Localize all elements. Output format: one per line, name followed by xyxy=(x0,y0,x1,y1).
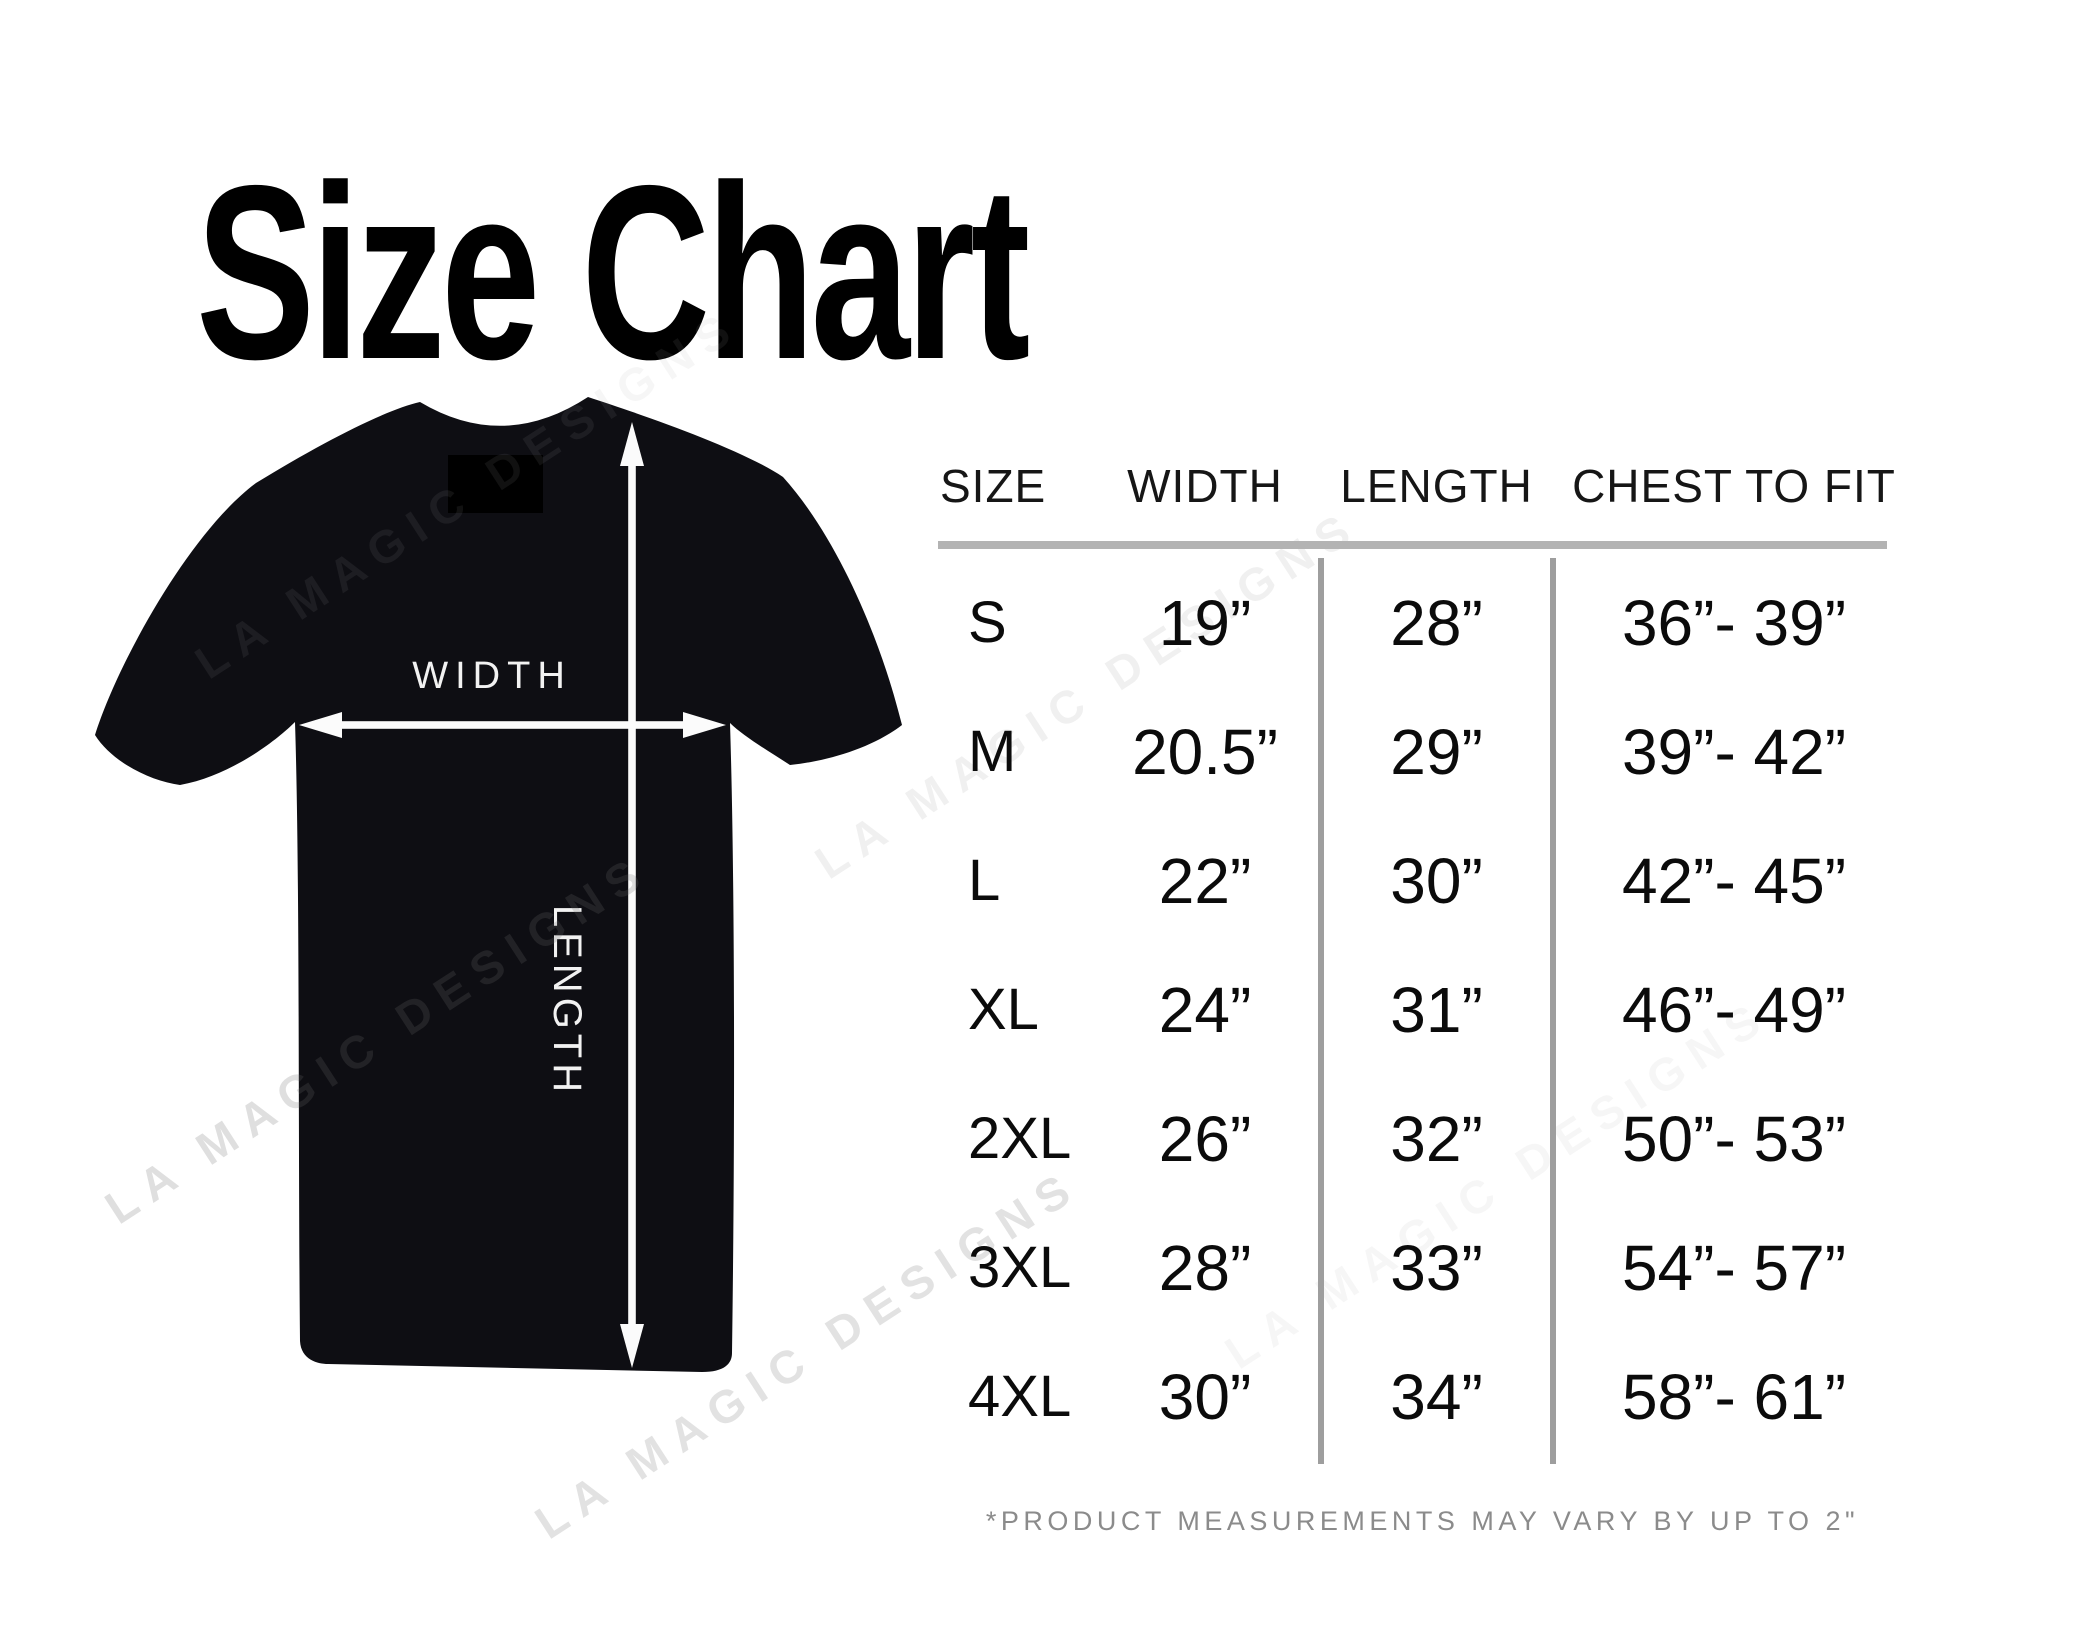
cell-size: L xyxy=(968,848,1001,913)
cell-length: 33” xyxy=(1390,1231,1483,1304)
header-chest: CHEST TO FIT xyxy=(1572,460,1896,512)
measurement-disclaimer: *PRODUCT MEASUREMENTS MAY VARY BY UP TO … xyxy=(985,1506,1860,1536)
cell-length: 28” xyxy=(1390,586,1483,659)
length-label: LENGTH xyxy=(545,905,589,1097)
cell-size: S xyxy=(968,590,1007,655)
table-row: 3XL 28” 33” 54”- 57” xyxy=(930,1203,1915,1332)
cell-width: 22” xyxy=(1158,844,1252,917)
cell-width: 19” xyxy=(1158,586,1252,659)
cell-width: 30” xyxy=(1158,1360,1252,1433)
cell-chest: 50”- 53” xyxy=(1621,1102,1847,1175)
table-row: L 22” 30” 42”- 45” xyxy=(930,816,1915,945)
header-width: WIDTH xyxy=(1127,460,1283,512)
tshirt-silhouette xyxy=(95,397,902,1372)
cell-width: 26” xyxy=(1158,1102,1252,1175)
width-arrow xyxy=(299,712,726,738)
cell-length: 29” xyxy=(1390,715,1483,788)
table-row: M 20.5” 29” 39”- 42” xyxy=(930,687,1915,816)
table-body: S 19” 28” 36”- 39” M 20.5” 29” 39”- 42” … xyxy=(930,558,1915,1461)
cell-size: XL xyxy=(968,977,1039,1042)
cell-size: 4XL xyxy=(968,1364,1072,1429)
cell-width: 24” xyxy=(1158,973,1252,1046)
cell-chest: 39”- 42” xyxy=(1621,715,1847,788)
cell-width: 20.5” xyxy=(1132,715,1278,788)
cell-size: 3XL xyxy=(968,1235,1072,1300)
cell-size: M xyxy=(968,719,1017,784)
page-title: Size Chart xyxy=(196,133,1030,411)
cell-chest: 42”- 45” xyxy=(1621,844,1847,917)
cell-width: 28” xyxy=(1158,1231,1252,1304)
cell-size: 2XL xyxy=(968,1106,1072,1171)
column-divider xyxy=(1550,558,1556,1464)
table-row: 4XL 30” 34” 58”- 61” xyxy=(930,1332,1915,1461)
cell-length: 32” xyxy=(1390,1102,1483,1175)
table-row: XL 24” 31” 46”- 49” xyxy=(930,945,1915,1074)
header-rule xyxy=(938,541,1887,549)
cell-chest: 54”- 57” xyxy=(1621,1231,1847,1304)
table-row: S 19” 28” 36”- 39” xyxy=(930,558,1915,687)
header-length: LENGTH xyxy=(1340,460,1533,512)
cell-length: 31” xyxy=(1390,973,1483,1046)
column-divider xyxy=(1318,558,1324,1464)
width-label: WIDTH xyxy=(412,655,572,697)
size-table: SIZE WIDTH LENGTH CHEST TO FIT S 19” 28”… xyxy=(930,430,1915,1470)
cell-length: 30” xyxy=(1390,844,1483,917)
chest-size-label xyxy=(448,455,543,513)
header-size: SIZE xyxy=(940,460,1047,512)
cell-chest: 36”- 39” xyxy=(1621,586,1847,659)
tshirt-diagram: WIDTH LENGTH xyxy=(95,397,902,1372)
table-row: 2XL 26” 32” 50”- 53” xyxy=(930,1074,1915,1203)
cell-length: 34” xyxy=(1390,1360,1483,1433)
table-header-row: SIZE WIDTH LENGTH CHEST TO FIT xyxy=(930,430,1915,542)
cell-chest: 46”- 49” xyxy=(1621,973,1847,1046)
cell-chest: 58”- 61” xyxy=(1621,1360,1847,1433)
length-arrow xyxy=(620,422,644,1368)
